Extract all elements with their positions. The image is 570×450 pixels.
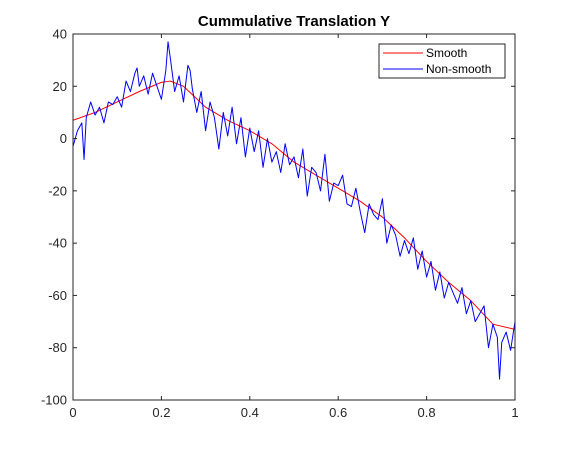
- x-tick-label: 0: [69, 405, 76, 420]
- legend: Smooth Non-smooth: [378, 43, 506, 79]
- legend-label-non-smooth: Non-smooth: [426, 62, 491, 76]
- plot-area: [73, 34, 515, 400]
- x-tick-label: 0.2: [152, 405, 170, 420]
- y-tick-label: -60: [48, 288, 67, 303]
- series-line-smooth: [72, 80, 516, 330]
- series-layer: [72, 41, 516, 380]
- y-tick-label: 40: [53, 27, 67, 42]
- y-tick-label: 0: [60, 131, 67, 146]
- legend-label-smooth: Smooth: [426, 46, 467, 60]
- y-tick-label: -40: [48, 236, 67, 251]
- x-tick-label: 0.8: [418, 405, 436, 420]
- x-tick-label: 0.6: [329, 405, 347, 420]
- y-tick-label: -80: [48, 340, 67, 355]
- y-tick-label: -100: [41, 393, 67, 408]
- x-tick-label: 1: [511, 405, 518, 420]
- axes-box: [72, 33, 516, 401]
- y-tick-label: -20: [48, 183, 67, 198]
- chart-title: Cummulative Translation Y: [198, 13, 390, 30]
- series-line-non-smooth: [72, 41, 516, 380]
- legend-box: [378, 43, 506, 79]
- y-tick-label: 20: [53, 79, 67, 94]
- x-tick-label: 0.4: [241, 405, 259, 420]
- axes-layer: 0 0.2 0.4 0.6 0.8 1 -100 -80 -60 -40 -20 0 20 40: [41, 27, 519, 421]
